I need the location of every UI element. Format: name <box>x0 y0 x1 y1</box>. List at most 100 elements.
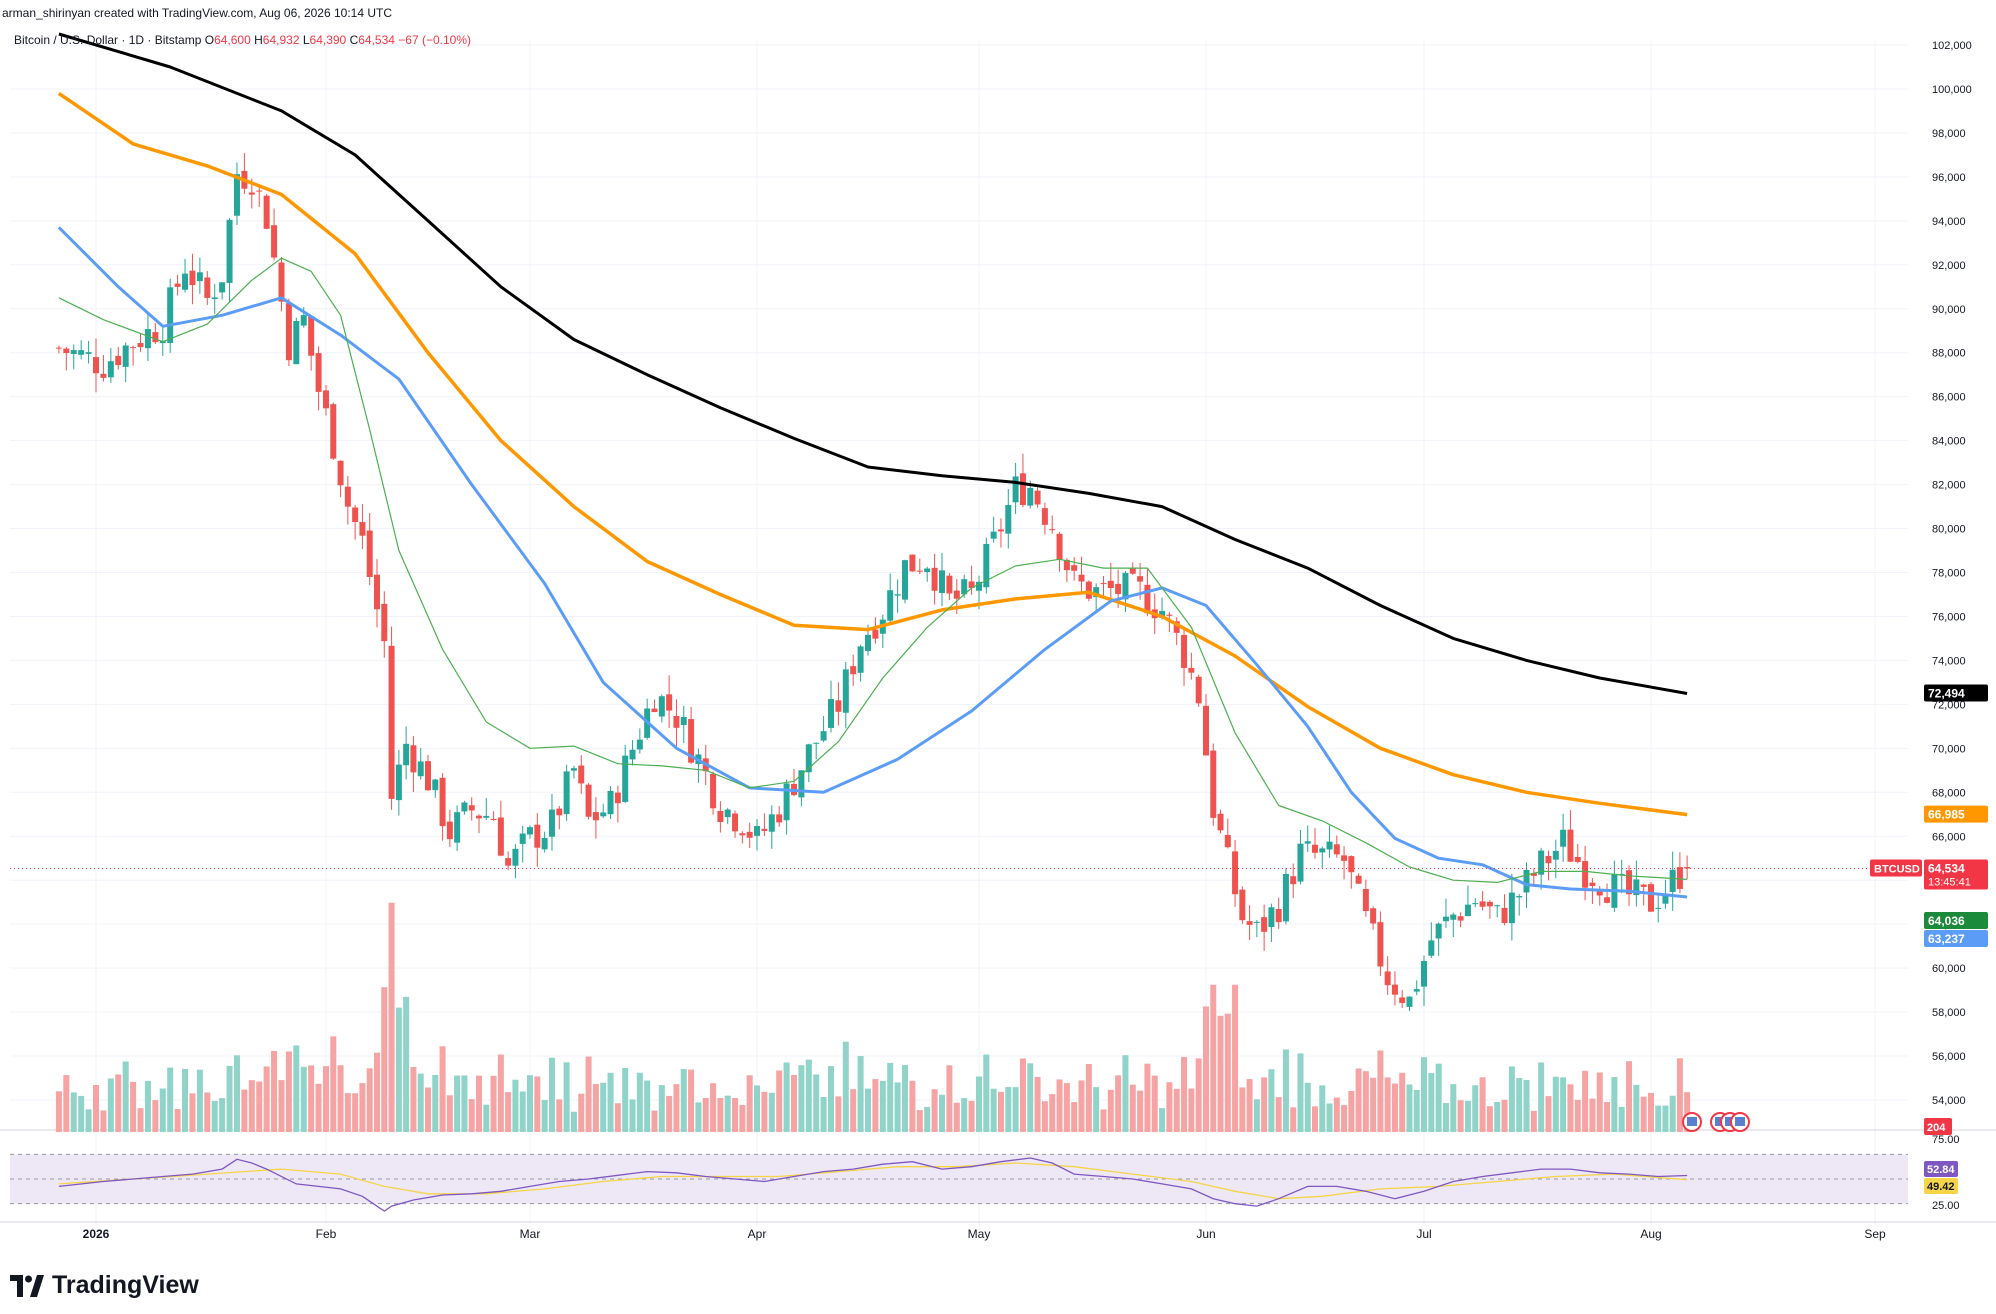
candle-body <box>144 329 151 349</box>
candle-body <box>600 812 607 817</box>
candle-body <box>93 357 99 374</box>
volume-bar <box>1567 1084 1574 1132</box>
volume-bar <box>1508 1066 1515 1132</box>
volume-bar <box>1100 1109 1107 1132</box>
candle-body <box>1173 621 1180 633</box>
price-label: 66,985 <box>1928 808 1965 822</box>
volume-bar <box>403 996 410 1132</box>
candle-body <box>614 792 621 804</box>
candle-body <box>352 507 359 522</box>
volume-bar <box>85 1109 92 1132</box>
candle-body <box>1464 904 1471 917</box>
volume-bar <box>1341 1105 1348 1132</box>
event-flag-icon <box>1715 1117 1725 1126</box>
volume-bar <box>644 1080 651 1132</box>
price-label-bg <box>1924 930 1988 947</box>
price-label-bg <box>1924 859 1988 890</box>
volume-bar <box>865 1088 871 1132</box>
candle-body <box>1567 829 1574 862</box>
candle-body <box>1203 705 1209 756</box>
candle-body <box>651 708 658 713</box>
volume-bar <box>761 1091 768 1132</box>
candle-body <box>1501 907 1508 924</box>
candle-body <box>174 283 181 287</box>
volume-bar <box>813 1074 820 1132</box>
volume-label: 204 <box>1927 1122 1946 1134</box>
candle-body <box>417 761 424 777</box>
volume-bar <box>1435 1063 1442 1132</box>
volume-bar <box>1319 1085 1326 1132</box>
candle-body <box>961 579 968 595</box>
candle-body <box>1589 882 1596 886</box>
rsi-ma-value-bg <box>1924 1178 1958 1194</box>
candle-body <box>1195 676 1202 704</box>
volume-bar <box>219 1098 226 1132</box>
volume-bar <box>1355 1068 1362 1132</box>
y-tick-label: 90,000 <box>1932 304 1966 316</box>
volume-bar <box>909 1080 916 1132</box>
x-tick-label: Aug <box>1640 1227 1661 1241</box>
candle-body <box>196 272 203 282</box>
volume-bar <box>835 1096 842 1132</box>
volume-bar <box>1611 1077 1618 1132</box>
price-label: 64,534 <box>1928 861 1965 875</box>
volume-bar <box>953 1102 960 1132</box>
candle-body <box>909 554 916 572</box>
volume-bar <box>497 1054 504 1132</box>
volume-bar <box>211 1100 218 1132</box>
tradingview-logo-icon <box>10 1274 44 1297</box>
y-tick-label: 84,000 <box>1932 436 1966 448</box>
candle-body <box>1188 667 1195 673</box>
volume-bar <box>323 1066 329 1132</box>
candle-body <box>1399 997 1406 1003</box>
volume-bar <box>1173 1088 1180 1132</box>
candle-body <box>1442 916 1449 922</box>
volume-bar <box>1034 1076 1041 1132</box>
candle-body <box>439 777 446 827</box>
volume-bar <box>388 902 395 1132</box>
volume-bar <box>1312 1106 1318 1132</box>
volume-bar <box>144 1080 151 1132</box>
legend-open: 64,600 <box>214 33 251 47</box>
volume-bar <box>783 1062 790 1132</box>
volume-bar <box>1085 1063 1092 1132</box>
y-tick-label: 80,000 <box>1932 524 1966 536</box>
x-tick-label: Apr <box>748 1227 767 1241</box>
volume-bar <box>658 1085 665 1132</box>
candle-body <box>1676 867 1683 889</box>
candle-body <box>931 567 938 591</box>
candle-body <box>182 273 189 290</box>
candle-body <box>425 761 431 791</box>
candle-body <box>1574 856 1581 862</box>
candle-body <box>454 812 461 843</box>
candle-body <box>1297 843 1304 882</box>
volume-bar <box>636 1072 643 1132</box>
candle-body <box>1348 856 1355 873</box>
brand-name: TradingView <box>52 1271 199 1299</box>
series-line-ma20 <box>58 257 1688 884</box>
volume-bar <box>167 1067 174 1132</box>
candle-body <box>1159 610 1166 618</box>
volume-bar <box>1523 1079 1530 1132</box>
candle-body <box>152 332 159 343</box>
candle-body <box>666 694 673 711</box>
candle-body <box>1435 923 1442 939</box>
volume-bar <box>189 1093 196 1132</box>
y-tick-label: 70,000 <box>1932 743 1966 755</box>
volume-bar <box>556 1099 563 1132</box>
candle-body <box>497 817 504 856</box>
volume-bar <box>1596 1072 1603 1132</box>
candle-body <box>1304 841 1311 844</box>
rsi-band <box>10 1154 1908 1204</box>
volume-bar <box>1413 1089 1420 1132</box>
volume-bar <box>842 1041 849 1132</box>
candle-body <box>410 745 417 773</box>
volume-bar <box>1290 1107 1297 1132</box>
candle-body <box>1012 476 1019 503</box>
volume-bar <box>1545 1096 1552 1132</box>
volume-bar <box>512 1079 519 1132</box>
candle-body <box>976 581 982 591</box>
candle-body <box>1669 869 1676 892</box>
tradingview-logo[interactable]: TradingView <box>10 1271 199 1300</box>
